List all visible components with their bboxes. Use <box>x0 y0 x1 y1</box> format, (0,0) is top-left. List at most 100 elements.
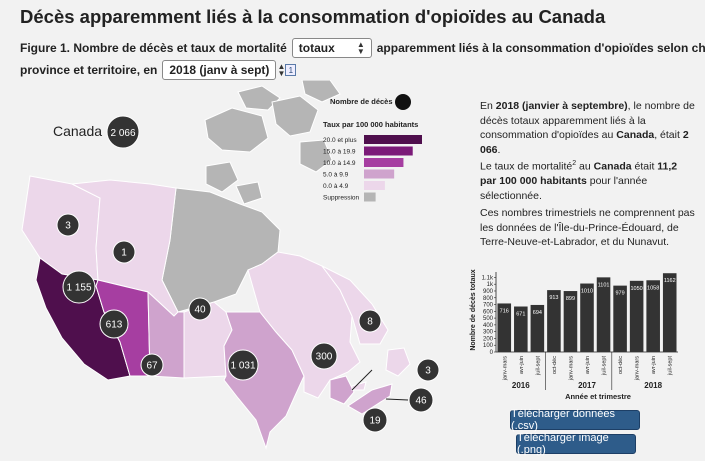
arctic-islands <box>204 80 341 205</box>
legend-item-label: 10.0 à 14.9 <box>323 160 356 167</box>
legend-item-label: 20.0 et plus <box>323 137 357 144</box>
chart-bar[interactable] <box>497 303 512 352</box>
bar-value-label: 1058 <box>647 285 659 291</box>
figure-caption-line2: province et territoire, en 2018 (janv à … <box>20 60 297 80</box>
x-category-label: oct-déc <box>618 356 624 374</box>
chart-bar[interactable] <box>563 291 578 352</box>
chart-bar[interactable] <box>514 306 528 352</box>
y-tick-label: 600 <box>483 309 494 315</box>
summary-text: , était <box>654 129 680 141</box>
bubble-pei[interactable]: 19 <box>362 407 388 433</box>
measure-select[interactable]: totaux ▲ ▼ <box>291 38 372 58</box>
bubble-new-brunswick[interactable]: 3 <box>416 358 440 382</box>
bubble-quebec[interactable]: 300 <box>310 342 338 370</box>
chart-xlabel: Année et trimestre <box>565 392 631 401</box>
province-bubbles: 3 1 1 155 613 67 40 1 031 300 8 3 46 19 <box>56 213 440 433</box>
bubble-canada[interactable]: 2 066 <box>106 115 140 149</box>
summary-footnote: 2 <box>572 160 577 167</box>
summary-region: Canada <box>593 160 632 173</box>
x-category-label: avr-juin <box>519 356 525 374</box>
y-tick-label: 1.1k <box>482 275 494 281</box>
chart-bar[interactable] <box>596 277 611 352</box>
summary-rate: 11,2 par 100 000 habitants <box>480 160 678 188</box>
summary-paragraph-1: En 2018 (janvier à septembre), le nombre… <box>480 99 695 157</box>
x-category-label: juil-sept <box>668 356 674 376</box>
bubble-ontario[interactable]: 1 031 <box>227 349 259 381</box>
period-select[interactable]: 2018 (janv à sept) ▲ ▼ <box>162 60 285 80</box>
summary-text: Le taux de mortalité <box>480 160 573 173</box>
bubble-value: 67 <box>146 361 158 372</box>
y-tick-label: 100 <box>483 343 494 349</box>
bubble-value: 613 <box>106 320 123 331</box>
bubble-alberta[interactable]: 613 <box>99 309 129 339</box>
y-tick-label: 1k <box>487 282 494 288</box>
summary-paragraph-3: Ces nombres trimestriels ne comprennent … <box>480 207 695 248</box>
bar-value-label: 1101 <box>598 282 610 288</box>
x-category-label: janv-mars <box>635 356 641 381</box>
bubble-northwest-territories[interactable]: 1 <box>112 240 136 264</box>
summary-paragraph-2: Le taux de mortalité2 au Canada était 11… <box>480 157 695 203</box>
footnote-link[interactable]: 1 <box>285 64 297 76</box>
chart-bar[interactable] <box>629 280 644 352</box>
figure-prefix: Figure 1. Nombre de décès et taux de mor… <box>20 41 287 55</box>
summary-text: était <box>631 160 655 173</box>
figure-middle: apparemment liés à la consommation d'opi… <box>376 41 705 55</box>
bubble-saskatchewan[interactable]: 67 <box>140 353 164 377</box>
legend-bubble-label: Nombre de décès <box>330 97 393 106</box>
bubble-yukon[interactable]: 3 <box>56 213 80 237</box>
legend-item-label: 0.0 à 4.9 <box>323 183 349 190</box>
bubble-newfoundland[interactable]: 8 <box>358 309 382 333</box>
bubble-value: 1 155 <box>66 283 91 294</box>
bar-value-label: 899 <box>566 296 575 302</box>
canada-label: Canada <box>53 123 102 139</box>
summary-text: , le nombre de décès totaux apparemment … <box>480 100 695 141</box>
bubble-value: 40 <box>194 305 206 316</box>
chart-bar[interactable] <box>530 304 545 352</box>
measure-select-value: totaux <box>298 41 335 55</box>
province-new-brunswick[interactable] <box>329 375 355 405</box>
chart-bar[interactable] <box>547 290 561 352</box>
x-category-label: oct-déc <box>552 356 558 374</box>
bubble-canada-value: 2 066 <box>110 128 135 139</box>
chart-ylabel: Nombre de décès totaux <box>470 269 477 350</box>
figure-caption-line1: Figure 1. Nombre de décès et taux de mor… <box>20 38 705 58</box>
select-arrows-icon: ▲ ▼ <box>277 62 286 78</box>
bar-value-label: 1050 <box>631 286 643 292</box>
page-title: Décès apparemment liés à la consommation… <box>20 6 606 27</box>
bubble-value: 3 <box>425 366 431 377</box>
summary-text: au <box>576 160 591 173</box>
bubble-value: 46 <box>415 396 427 407</box>
legend-bubble-icon <box>395 94 411 110</box>
download-image-button[interactable]: Télécharger image (.png) <box>516 432 636 456</box>
quarterly-deaths-chart: Nombre de décès totaux Année et trimestr… <box>470 269 678 401</box>
bubble-value: 19 <box>369 416 381 427</box>
y-tick-label: 200 <box>483 336 494 342</box>
bubble-value: 3 <box>65 221 71 232</box>
y-tick-label: 0 <box>490 350 494 356</box>
bubble-british-columbia[interactable]: 1 155 <box>62 270 96 304</box>
download-data-button[interactable]: Télécharger données (.csv) <box>510 408 640 432</box>
bubble-manitoba[interactable]: 40 <box>188 297 212 321</box>
legend-item-label: Suppression <box>323 195 360 202</box>
chart-bar[interactable] <box>662 273 677 352</box>
summary-year: 2018 (janvier à septembre) <box>495 100 628 112</box>
bar-value-label: 671 <box>516 312 525 318</box>
chart-bar[interactable] <box>646 280 660 352</box>
bubble-nova-scotia[interactable]: 46 <box>408 387 434 413</box>
select-arrows-icon: ▲ ▼ <box>356 40 365 56</box>
chart-bar[interactable] <box>580 283 594 352</box>
summary-region: Canada <box>616 129 655 141</box>
legend-item-label: 5.0 à 9.9 <box>323 172 349 179</box>
y-tick-label: 900 <box>483 289 494 295</box>
chart-bar[interactable] <box>613 285 627 352</box>
x-category-label: avr-juin <box>585 356 591 374</box>
summary-text: En <box>480 100 493 112</box>
bar-value-label: 716 <box>500 308 509 314</box>
legend-rate-title: Taux par 100 000 habitants <box>323 120 418 129</box>
province-pei[interactable] <box>351 381 367 391</box>
legend-swatch <box>364 146 413 156</box>
y-tick-label: 500 <box>483 316 494 322</box>
province-nova-scotia[interactable] <box>347 383 393 415</box>
legend-item-label: 15.0 à 19.9 <box>323 149 356 156</box>
bar-value-label: 979 <box>615 291 624 297</box>
